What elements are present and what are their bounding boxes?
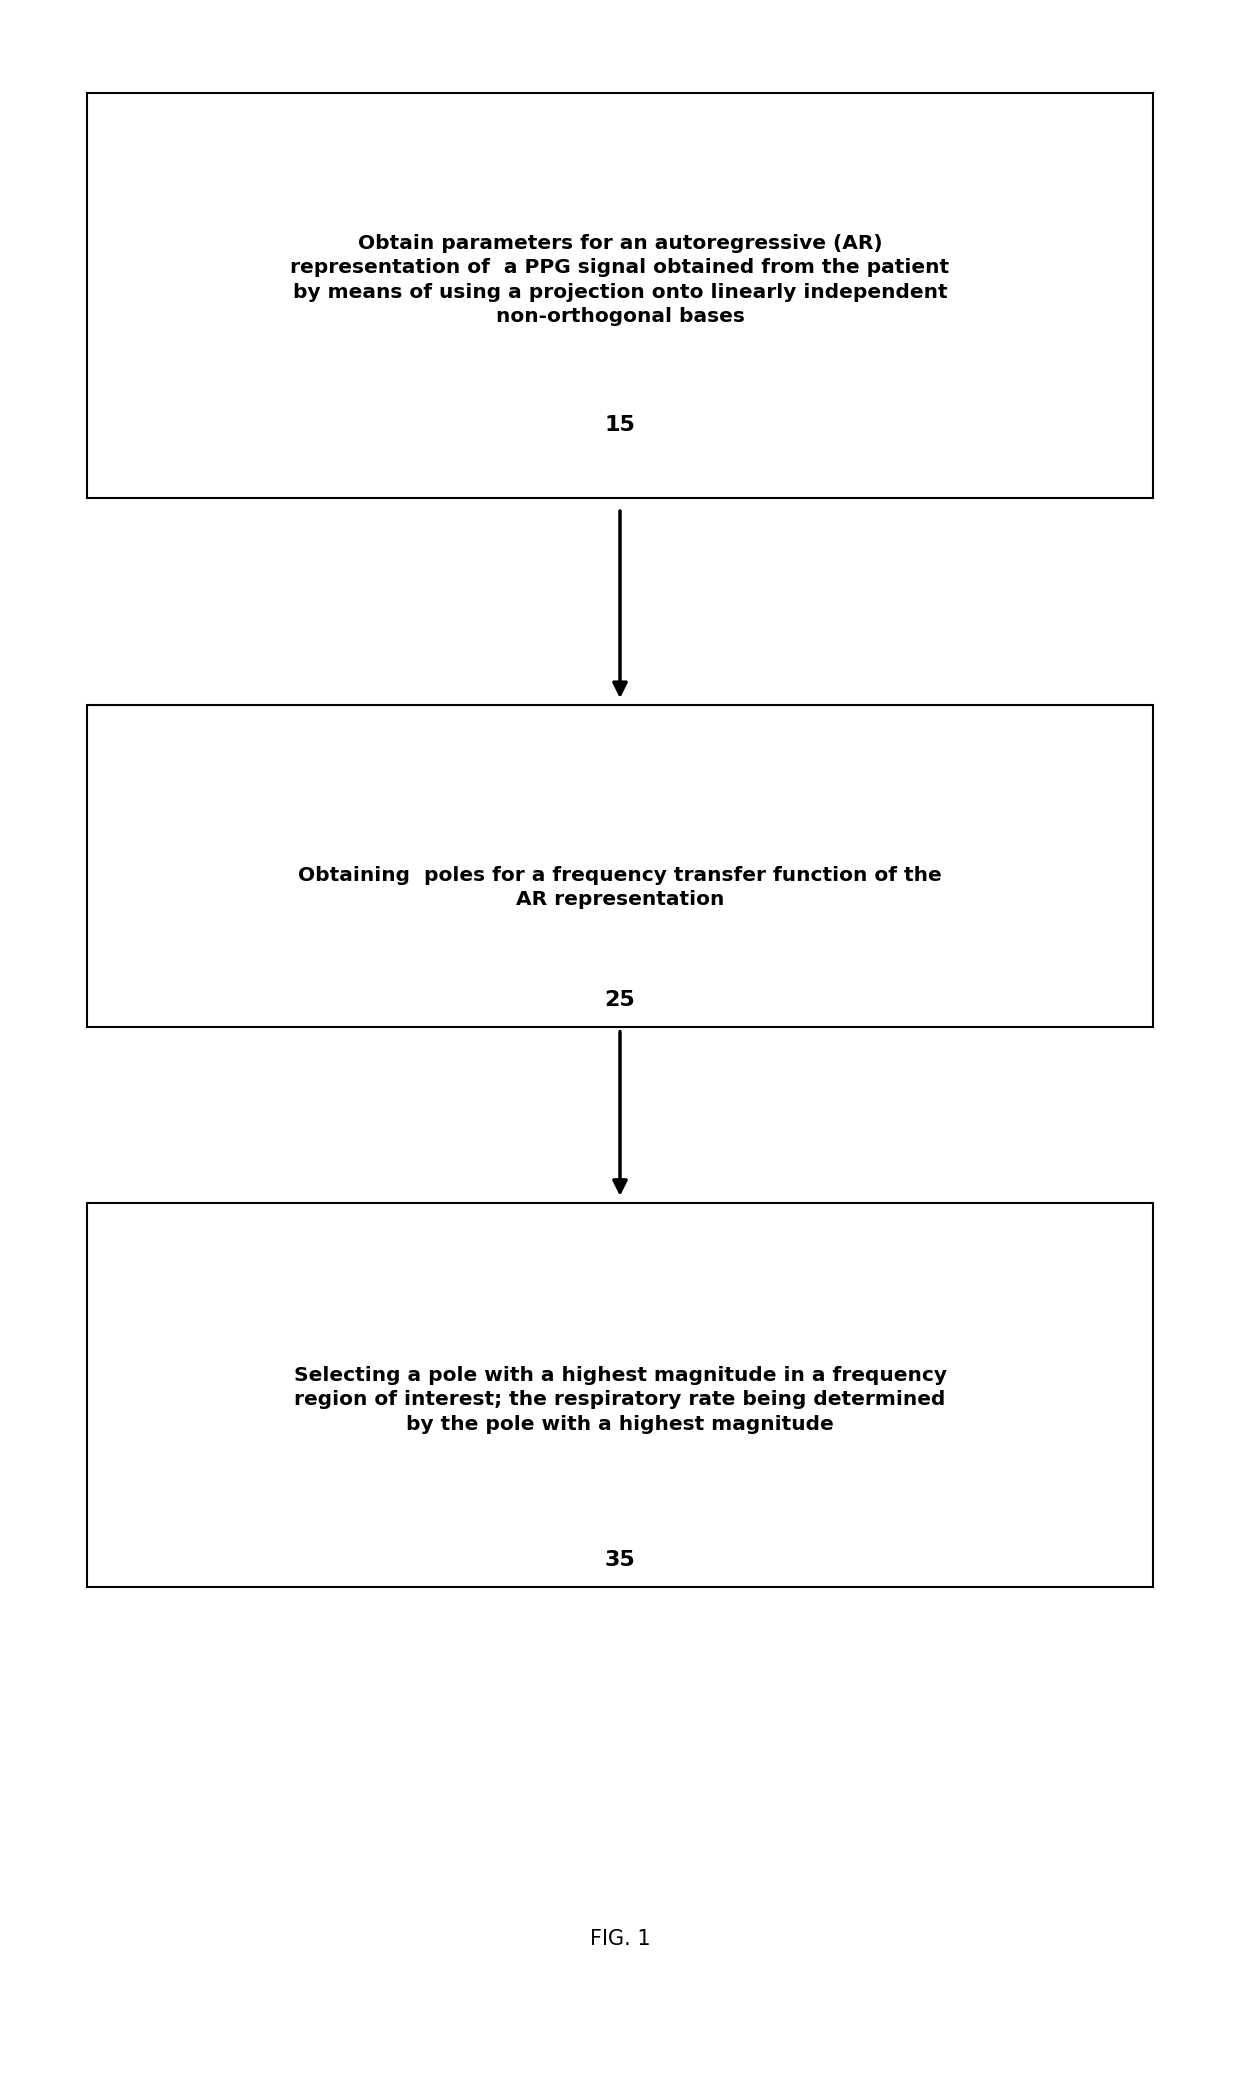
FancyBboxPatch shape (87, 1203, 1153, 1587)
Text: 25: 25 (605, 989, 635, 1010)
Text: 15: 15 (605, 415, 635, 436)
FancyBboxPatch shape (87, 93, 1153, 498)
Text: 35: 35 (605, 1549, 635, 1570)
Text: Obtain parameters for an autoregressive (AR)
representation of  a PPG signal obt: Obtain parameters for an autoregressive … (290, 234, 950, 326)
Text: Selecting a pole with a highest magnitude in a frequency
region of interest; the: Selecting a pole with a highest magnitud… (294, 1367, 946, 1433)
FancyBboxPatch shape (87, 705, 1153, 1027)
Text: Obtaining  poles for a frequency transfer function of the
AR representation: Obtaining poles for a frequency transfer… (298, 867, 942, 908)
Text: FIG. 1: FIG. 1 (590, 1929, 650, 1950)
